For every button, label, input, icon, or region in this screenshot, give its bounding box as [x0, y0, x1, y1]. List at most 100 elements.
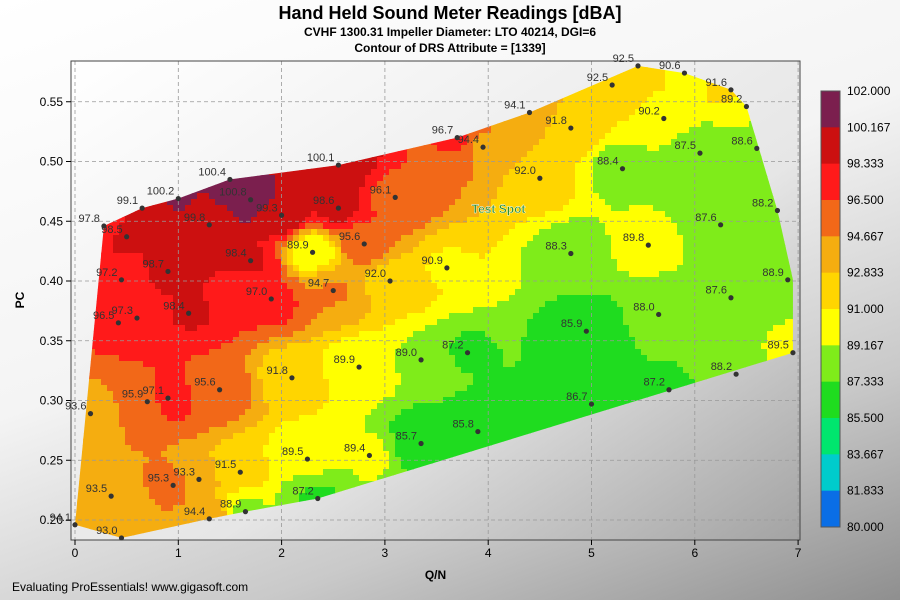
legend-swatch: [821, 91, 840, 128]
data-point: [268, 296, 274, 302]
data-point: [289, 375, 295, 381]
data-point-label: 85.8: [452, 419, 473, 431]
data-point-label: 90.9: [421, 255, 442, 267]
data-point: [454, 135, 460, 141]
data-point: [645, 242, 651, 248]
data-point-label: 87.6: [695, 212, 716, 224]
data-point: [418, 357, 424, 363]
data-point-label: 91.5: [215, 459, 236, 471]
data-point-label: 88.2: [752, 197, 773, 209]
data-point: [661, 115, 667, 122]
legend-swatch: [821, 236, 840, 274]
data-point: [444, 265, 450, 271]
data-point: [733, 371, 739, 377]
x-tick-label: 5: [588, 546, 595, 560]
data-point-label: 95.3: [148, 472, 169, 484]
data-point: [387, 278, 393, 284]
data-point: [165, 395, 171, 401]
legend-label: 87.333: [847, 375, 884, 389]
legend: 102.000 100.167 98.333 96.500 94.667 92.833 91…: [820, 84, 891, 534]
data-point-label: 89.9: [334, 354, 355, 366]
data-point: [206, 222, 212, 228]
data-point-label: 99.3: [256, 202, 277, 214]
legend-swatch: [821, 163, 840, 201]
data-point: [196, 476, 202, 482]
data-point: [366, 452, 373, 459]
x-tick-label: 7: [795, 546, 802, 560]
data-point-label: 92.0: [514, 165, 535, 177]
data-point: [464, 350, 471, 356]
data-point-label: 93.0: [96, 525, 117, 537]
legend-label: 102.000: [847, 84, 891, 98]
data-point-label: 97.2: [96, 267, 117, 279]
y-tick-label: 0.20: [40, 513, 64, 527]
data-point: [330, 287, 336, 294]
data-point-label: 98.6: [313, 195, 334, 207]
data-point: [754, 145, 760, 151]
legend-label: 92.833: [847, 266, 884, 280]
data-point-label: 87.2: [442, 340, 463, 352]
legend-swatch: [821, 454, 840, 492]
data-point: [335, 162, 342, 168]
data-point-label: 88.3: [545, 241, 566, 253]
data-point: [743, 103, 750, 110]
data-point: [656, 311, 662, 318]
data-point-label: 98.4: [163, 300, 184, 312]
data-point-label: 97.8: [79, 213, 100, 225]
data-point-label: 93.6: [65, 401, 86, 413]
data-point-label: 97.3: [112, 305, 133, 317]
data-point-label: 91.8: [545, 115, 566, 127]
data-point-label: 94.4: [458, 134, 479, 146]
legend-swatch: [821, 418, 840, 455]
data-point: [635, 63, 641, 69]
data-point: [392, 194, 398, 200]
footer-credit: Evaluating ProEssentials! www.gigasoft.c…: [12, 580, 249, 594]
test-spot-annotation: Test Spot: [472, 202, 526, 216]
data-point-label: 98.4: [225, 248, 246, 260]
data-point-label: 91.6: [706, 77, 727, 89]
legend-swatch: [821, 345, 840, 383]
data-point: [315, 495, 321, 502]
data-point-label: 89.4: [344, 442, 365, 454]
data-point: [118, 535, 125, 541]
grid-lines: [71, 61, 800, 540]
data-point: [537, 175, 543, 181]
data-point-label: 89.9: [287, 239, 308, 251]
data-point: [728, 295, 734, 301]
data-point-label: 90.6: [659, 60, 680, 72]
data-point-label: 85.9: [561, 318, 582, 330]
data-point-label: 100.4: [198, 166, 226, 178]
data-point-label: 88.6: [731, 135, 752, 147]
data-point-label: 88.4: [597, 156, 618, 168]
data-point-label: 87.5: [675, 140, 696, 152]
data-point: [139, 205, 145, 211]
data-point-label: 89.5: [768, 340, 789, 352]
plot-frame: [70, 60, 801, 541]
data-point: [304, 456, 311, 462]
legend-swatch: [821, 200, 840, 237]
legend-label: 94.667: [847, 229, 884, 243]
data-point: [361, 241, 367, 247]
data-point: [666, 387, 672, 393]
chart-subtitle: CVHF 1300.31 Impeller Diameter: LTO 4021…: [303, 25, 597, 39]
x-axis-title: Q/N: [425, 568, 446, 582]
data-point: [144, 399, 150, 405]
data-point: [309, 249, 316, 255]
legend-label: 83.667: [847, 447, 884, 461]
chart-subtitle-attribute: Contour of DRS Attribute = [1339]: [354, 41, 546, 55]
legend-swatch: [821, 272, 840, 310]
data-point-label: 88.9: [762, 267, 783, 279]
data-point: [583, 328, 589, 334]
data-point-label: 95.9: [122, 389, 143, 401]
data-point-label: 89.0: [396, 347, 417, 359]
data-point: [118, 277, 125, 283]
data-point-label: 89.5: [282, 446, 303, 458]
data-point: [165, 268, 171, 275]
data-point-label: 85.7: [396, 431, 417, 443]
data-point-label: 86.7: [566, 391, 587, 403]
data-point-label: 100.8: [219, 187, 247, 199]
data-point-label: 89.8: [623, 232, 644, 244]
data-point: [248, 197, 254, 203]
data-point-label: 93.3: [174, 466, 195, 478]
data-point-label: 99.1: [117, 195, 138, 207]
